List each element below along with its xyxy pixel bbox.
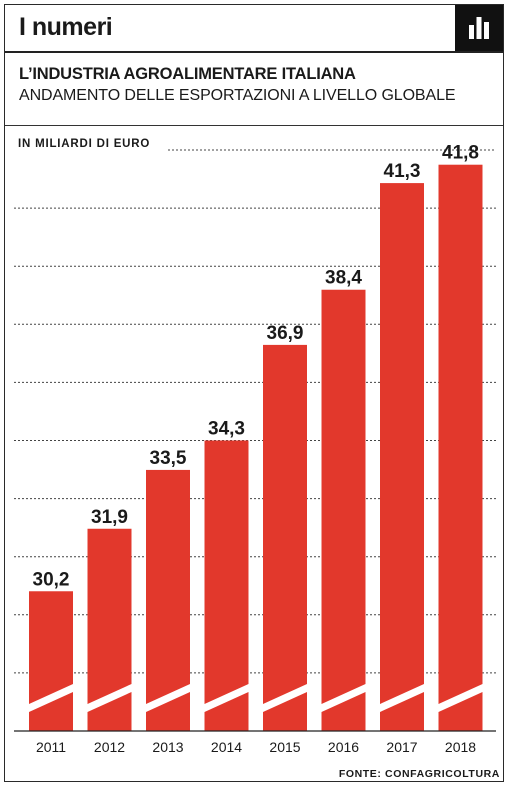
x-tick-label: 2012 [94, 739, 125, 755]
x-tick-label: 2013 [152, 739, 183, 755]
axis-break-mark [146, 684, 190, 712]
bar [438, 164, 483, 731]
bar [321, 289, 366, 731]
data-label: 30,2 [33, 569, 70, 590]
bar [380, 183, 424, 731]
bar [29, 591, 73, 731]
data-label: 41,3 [384, 161, 421, 182]
x-tick-label: 2011 [36, 739, 66, 755]
chart-subtitle: ANDAMENTO DELLE ESPORTAZIONI A LIVELLO G… [19, 87, 456, 104]
data-label: 31,9 [91, 507, 128, 528]
bar [263, 344, 307, 731]
data-label: 34,3 [208, 419, 245, 440]
x-tick-label: 2017 [386, 739, 417, 755]
data-label: 33,5 [150, 448, 187, 469]
x-tick-label: 2014 [211, 739, 242, 755]
header-bar: I numeri [5, 5, 503, 53]
chart-title: L’INDUSTRIA AGROALIMENTARE ITALIANA [19, 65, 356, 83]
axis-break-mark [204, 684, 249, 712]
bar-chart-icon [455, 5, 503, 51]
axis-break-mark [321, 684, 366, 712]
unit-label: IN MILIARDI DI EURO [18, 138, 150, 150]
section-title: I numeri [19, 13, 113, 41]
x-tick-label: 2018 [445, 739, 476, 755]
x-tick-label: 2016 [328, 739, 359, 755]
bar [204, 440, 249, 731]
axis-break-mark [29, 684, 73, 712]
source-note: FONTE: CONFAGRICOLTURA [338, 768, 500, 780]
data-label: 36,9 [267, 323, 304, 344]
axis-break-mark [438, 684, 483, 712]
chart-heading: L’INDUSTRIA AGROALIMENTARE ITALIANA ANDA… [5, 53, 503, 126]
data-label: 41,8 [442, 143, 479, 164]
x-tick-label: 2015 [269, 739, 300, 755]
axis-break-mark [263, 684, 307, 712]
axis-break-mark [87, 684, 132, 712]
data-label: 38,4 [325, 268, 362, 289]
axis-break-mark [380, 684, 424, 712]
